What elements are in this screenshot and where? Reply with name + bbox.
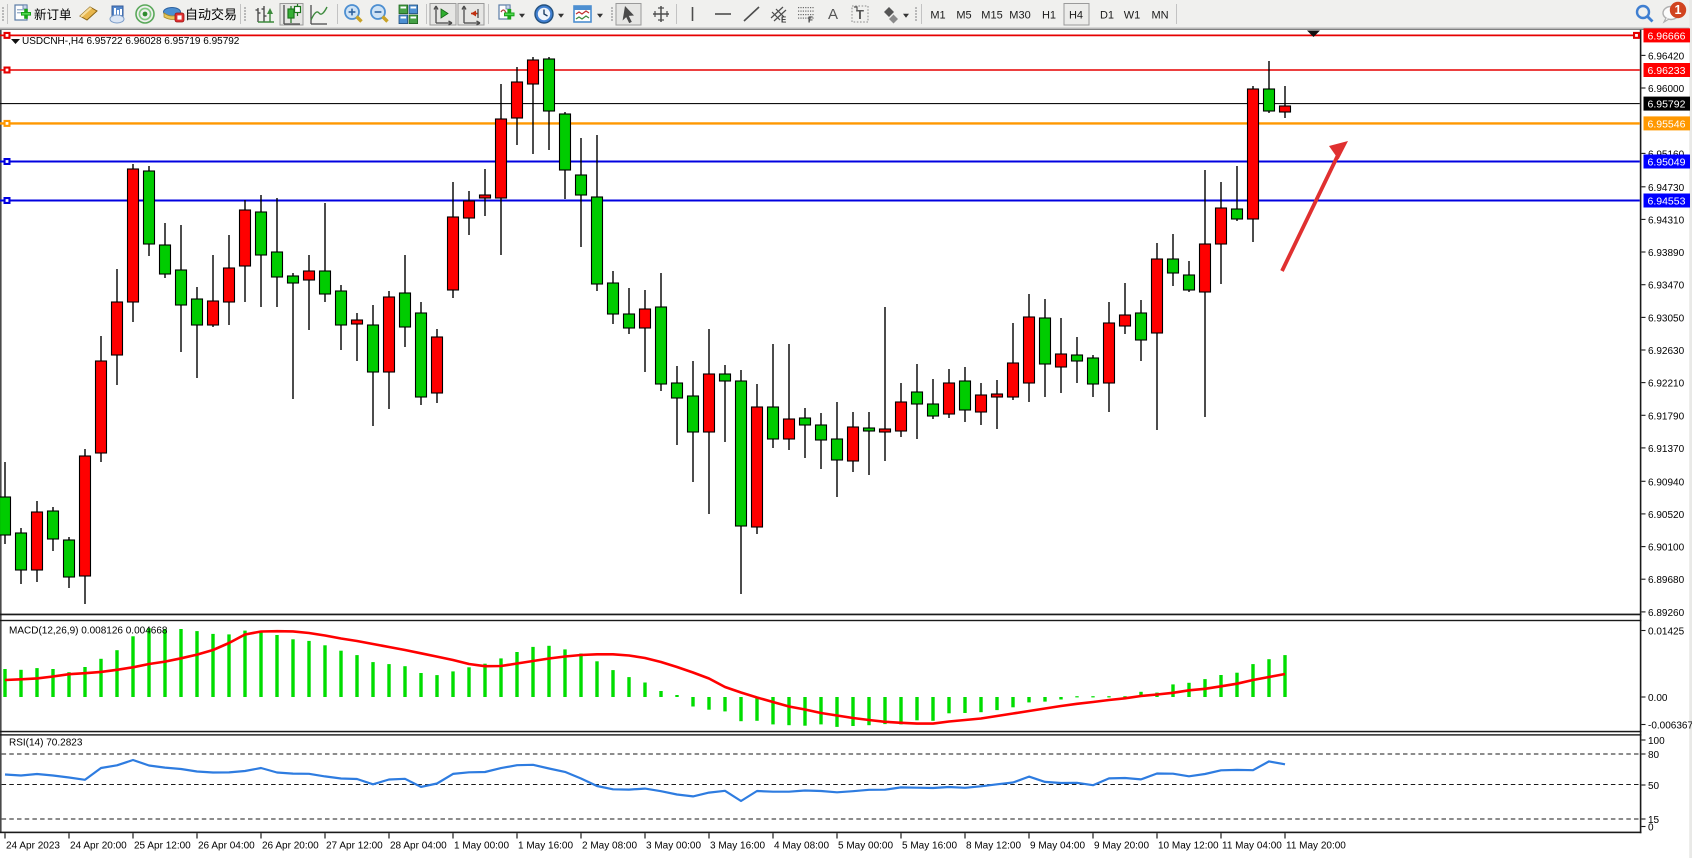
svg-text:6.96666: 6.96666 (1648, 30, 1686, 42)
svg-text:5 May 16:00: 5 May 16:00 (902, 841, 957, 852)
svg-text:D1: D1 (1100, 10, 1114, 22)
svg-text:-0.006367: -0.006367 (1648, 721, 1692, 732)
svg-text:0.01425: 0.01425 (1648, 627, 1685, 638)
svg-text:25 Apr 12:00: 25 Apr 12:00 (134, 841, 191, 852)
svg-text:1 May 00:00: 1 May 00:00 (454, 841, 509, 852)
svg-text:80: 80 (1648, 750, 1660, 761)
svg-text:6.91790: 6.91790 (1648, 411, 1685, 422)
svg-text:10 May 12:00: 10 May 12:00 (1158, 841, 1219, 852)
svg-text:28 Apr 04:00: 28 Apr 04:00 (390, 841, 447, 852)
svg-text:6.95792: 6.95792 (1648, 99, 1686, 111)
svg-text:MACD(12,26,9) 0.008126 0.00466: MACD(12,26,9) 0.008126 0.004668 (9, 626, 168, 637)
svg-text:2 May 08:00: 2 May 08:00 (582, 841, 637, 852)
svg-text:6.93050: 6.93050 (1648, 313, 1685, 324)
svg-text:0.00: 0.00 (1648, 693, 1668, 704)
svg-text:新订单: 新订单 (34, 7, 72, 22)
svg-text:M30: M30 (1009, 10, 1030, 22)
svg-text:6.89680: 6.89680 (1648, 575, 1685, 586)
svg-text:5 May 00:00: 5 May 00:00 (838, 841, 893, 852)
svg-text:USDCNH-,H4 6.95722 6.96028 6.: USDCNH-,H4 6.95722 6.96028 6.95719 6.957… (22, 36, 240, 47)
svg-text:0: 0 (1648, 823, 1654, 834)
svg-text:6.91370: 6.91370 (1648, 444, 1685, 455)
svg-text:9 May 20:00: 9 May 20:00 (1094, 841, 1149, 852)
svg-text:6.95049: 6.95049 (1648, 157, 1686, 169)
svg-text:6.89260: 6.89260 (1648, 608, 1685, 619)
svg-text:H1: H1 (1042, 10, 1056, 22)
svg-text:27 Apr 12:00: 27 Apr 12:00 (326, 841, 383, 852)
svg-text:M15: M15 (981, 10, 1002, 22)
svg-text:6.96420: 6.96420 (1648, 51, 1685, 62)
svg-text:RSI(14) 70.2823: RSI(14) 70.2823 (9, 738, 83, 749)
svg-text:3 May 00:00: 3 May 00:00 (646, 841, 701, 852)
svg-text:6.95546: 6.95546 (1648, 118, 1686, 130)
svg-text:11 May 20:00: 11 May 20:00 (1286, 841, 1346, 852)
svg-text:6.96233: 6.96233 (1648, 65, 1686, 77)
svg-text:50: 50 (1648, 781, 1660, 792)
svg-text:A: A (828, 6, 838, 23)
svg-text:24 Apr 2023: 24 Apr 2023 (6, 841, 60, 852)
svg-text:6.94553: 6.94553 (1648, 196, 1686, 208)
svg-text:M1: M1 (930, 10, 945, 22)
svg-text:W1: W1 (1124, 10, 1141, 22)
svg-text:6.93890: 6.93890 (1648, 248, 1685, 259)
svg-text:3 May 16:00: 3 May 16:00 (710, 841, 765, 852)
svg-text:26 Apr 20:00: 26 Apr 20:00 (262, 841, 319, 852)
svg-text:1 May 16:00: 1 May 16:00 (518, 841, 573, 852)
svg-text:6.92630: 6.92630 (1648, 346, 1685, 357)
svg-text:11 May 04:00: 11 May 04:00 (1222, 841, 1282, 852)
svg-text:6.90940: 6.90940 (1648, 477, 1685, 488)
svg-text:6.94730: 6.94730 (1648, 183, 1685, 194)
svg-text:6.93470: 6.93470 (1648, 281, 1685, 292)
svg-text:100: 100 (1648, 736, 1665, 747)
svg-text:MN: MN (1151, 10, 1168, 22)
svg-text:T: T (856, 7, 864, 22)
svg-text:6.94310: 6.94310 (1648, 215, 1685, 226)
svg-text:24 Apr 20:00: 24 Apr 20:00 (70, 841, 127, 852)
svg-text:6.92210: 6.92210 (1648, 379, 1685, 390)
svg-text:6.90100: 6.90100 (1648, 543, 1685, 554)
svg-text:15: 15 (1648, 815, 1660, 826)
svg-text:9 May 04:00: 9 May 04:00 (1030, 841, 1085, 852)
svg-text:8 May 12:00: 8 May 12:00 (966, 841, 1021, 852)
svg-text:E: E (781, 16, 787, 25)
svg-text:6.96000: 6.96000 (1648, 84, 1685, 95)
svg-text:1: 1 (1675, 3, 1682, 17)
svg-text:自动交易: 自动交易 (185, 7, 237, 22)
svg-text:F: F (808, 16, 813, 25)
svg-text:26 Apr 04:00: 26 Apr 04:00 (198, 841, 255, 852)
svg-text:4 May 08:00: 4 May 08:00 (774, 841, 829, 852)
svg-text:6.90520: 6.90520 (1648, 510, 1685, 521)
svg-text:M5: M5 (956, 10, 971, 22)
svg-text:H4: H4 (1069, 10, 1083, 22)
